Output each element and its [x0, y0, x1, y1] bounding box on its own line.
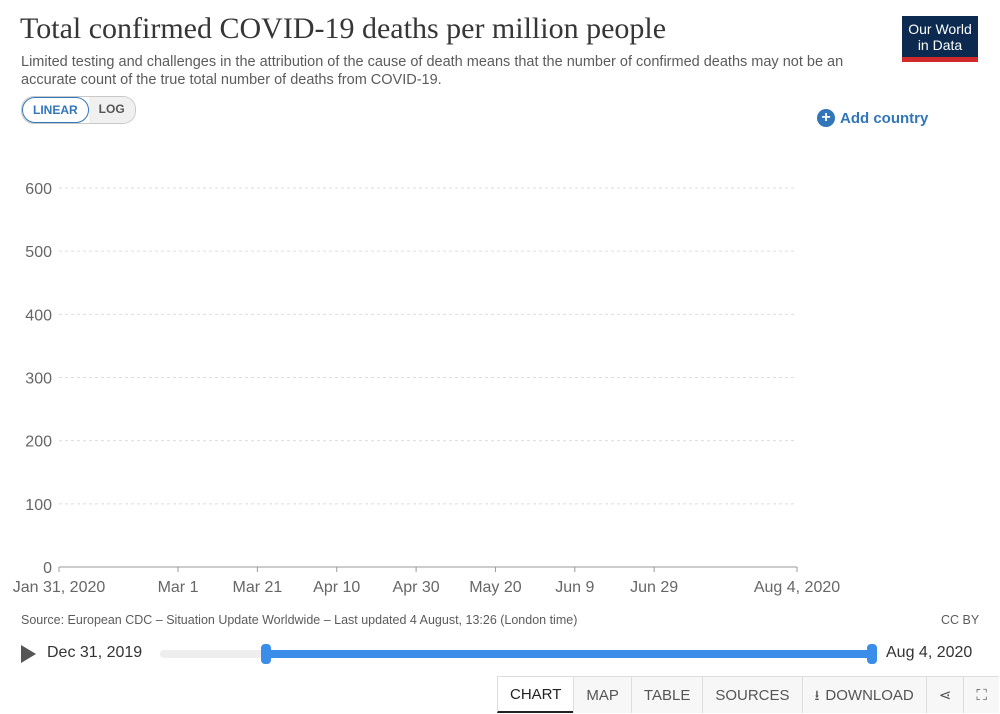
y-tick-label: 300 [25, 371, 52, 388]
fullscreen-icon: ⛶ [976, 686, 987, 704]
license-link[interactable]: CC BY [941, 613, 980, 627]
x-tick-label: Apr 10 [313, 579, 360, 596]
y-tick-label: 0 [43, 560, 52, 577]
play-icon[interactable] [21, 645, 36, 663]
line-chart: 0 100 200 300 400 500 600 Jan 31, 2020 Mar 1 Mar … [13, 181, 841, 596]
tab-download[interactable]: ⭳ DOWNLOAD [801, 676, 926, 713]
x-tick-label: Mar 21 [232, 579, 282, 596]
scale-toggle: LINEAR LOG [21, 96, 136, 124]
owid-logo[interactable]: Our World in Data [902, 16, 978, 62]
share-icon: ⋖ [938, 686, 952, 704]
timeline-selected-range[interactable] [266, 650, 872, 658]
timeline-end-label: Aug 4, 2020 [886, 644, 973, 661]
source-note: Source: European CDC – Situation Update … [21, 613, 578, 627]
download-icon: ⭳ [814, 686, 820, 703]
log-scale-button[interactable]: LOG [88, 97, 135, 123]
logo-line-1: Our World [908, 21, 972, 37]
y-tick-label: 100 [25, 497, 52, 514]
y-tick-label: 600 [25, 181, 52, 198]
plus-icon: + [817, 109, 835, 127]
timeline-end-handle[interactable] [867, 644, 877, 664]
logo-line-2: in Data [917, 37, 963, 53]
add-country-label: Add country [840, 109, 929, 127]
fullscreen-button[interactable]: ⛶ [963, 676, 999, 713]
timeline-start-label: Dec 31, 2019 [47, 644, 143, 661]
x-tick-label: Jun 29 [630, 579, 678, 596]
x-tick-label: Apr 30 [393, 579, 440, 596]
x-tick-label: Jun 9 [555, 579, 594, 596]
x-tick-label: Aug 4, 2020 [754, 579, 840, 596]
add-country-button[interactable]: + Add country [817, 109, 928, 127]
download-label: DOWNLOAD [825, 686, 914, 704]
linear-scale-button[interactable]: LINEAR [22, 97, 89, 123]
x-tick-label: Mar 1 [158, 579, 199, 596]
y-tick-label: 500 [25, 244, 52, 261]
page-subtitle: Limited testing and challenges in the at… [21, 54, 844, 88]
tab-table[interactable]: TABLE [630, 676, 703, 713]
y-tick-label: 400 [25, 307, 52, 324]
timeline: Dec 31, 2019 Aug 4, 2020 [0, 636, 1000, 672]
tab-sources[interactable]: SOURCES [702, 676, 802, 713]
tab-map[interactable]: MAP [573, 676, 631, 713]
page-title: Total confirmed COVID-19 deaths per mill… [20, 12, 667, 45]
y-tick-label: 200 [25, 434, 52, 451]
tab-chart[interactable]: CHART [497, 676, 574, 713]
timeline-start-handle[interactable] [261, 644, 271, 664]
x-tick-label: Jan 31, 2020 [13, 579, 106, 596]
tab-bar: CHART MAP TABLE SOURCES ⭳ DOWNLOAD ⋖ ⛶ [497, 676, 999, 713]
x-tick-label: May 20 [469, 579, 522, 596]
share-button[interactable]: ⋖ [925, 676, 964, 713]
